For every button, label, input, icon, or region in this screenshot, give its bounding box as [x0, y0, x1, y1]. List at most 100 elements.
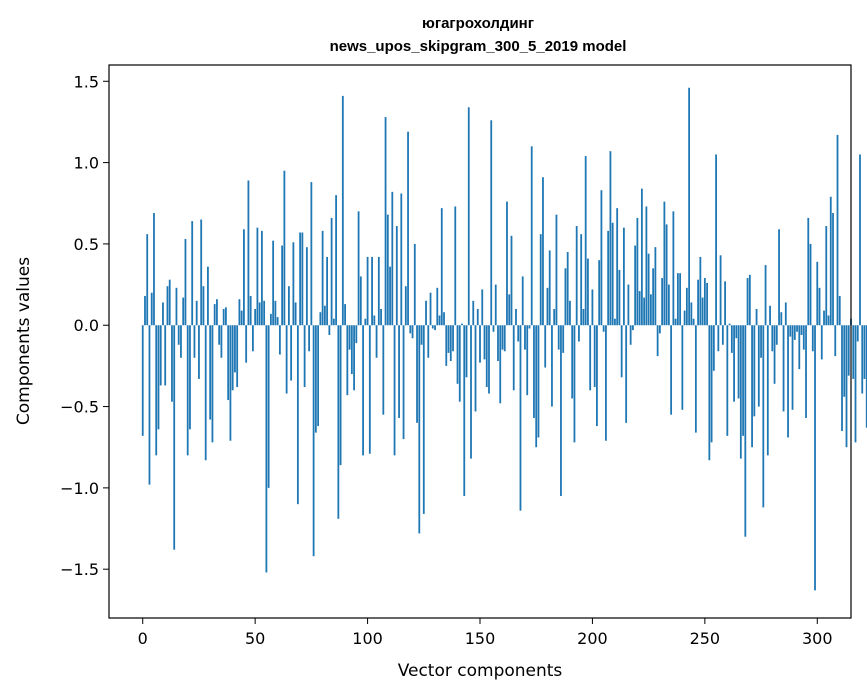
bar-20	[186, 325, 189, 456]
bar-154	[488, 325, 490, 394]
bar-293	[800, 325, 803, 335]
bar-70	[299, 232, 302, 326]
bar-29	[207, 266, 209, 326]
bar-106	[380, 308, 382, 326]
bar-177	[539, 234, 542, 326]
bar-272	[753, 325, 756, 417]
bar-174	[533, 325, 535, 418]
bars-group	[141, 87, 867, 591]
bar-79	[319, 312, 322, 326]
bar-165	[512, 325, 515, 391]
bar-204	[600, 190, 603, 326]
bar-52	[258, 302, 261, 326]
bar-245	[692, 318, 695, 326]
bar-256	[717, 325, 720, 352]
bar-243	[688, 87, 691, 326]
bar-253	[710, 325, 713, 443]
bar-166	[515, 308, 517, 326]
y-tick-label: 1.5	[74, 72, 99, 91]
bar-247	[697, 279, 699, 326]
bar-58	[272, 240, 275, 326]
bar-8	[159, 325, 162, 386]
bar-37	[225, 307, 227, 326]
bar-213	[620, 325, 623, 378]
bar-255	[715, 154, 717, 326]
bar-137	[449, 325, 452, 362]
bar-108	[384, 117, 387, 326]
bar-39	[229, 325, 232, 441]
bar-183	[553, 308, 556, 326]
bar-105	[377, 256, 380, 326]
bar-222	[640, 188, 643, 326]
bar-227	[652, 268, 655, 326]
bar-138	[452, 325, 454, 352]
bar-190	[569, 300, 571, 326]
bar-104	[375, 325, 378, 358]
bar-287	[787, 325, 789, 438]
bar-218	[632, 325, 634, 331]
bar-192	[573, 325, 576, 443]
bar-114	[398, 325, 400, 418]
bar-74	[308, 325, 311, 352]
bar-289	[791, 325, 794, 410]
bar-99	[364, 318, 367, 326]
bar-3	[148, 325, 151, 485]
y-axis-ticks: −1.5 −1.0 −0.5 0.0 0.5 1.0 1.5	[60, 72, 109, 579]
bar-181	[548, 250, 551, 326]
bar-35	[220, 325, 223, 358]
bar-33	[216, 299, 218, 326]
bar-23	[193, 325, 196, 358]
bar-87	[337, 325, 340, 519]
bar-83	[328, 325, 331, 335]
bar-248	[699, 256, 702, 326]
bar-249	[701, 297, 704, 326]
bar-294	[802, 325, 805, 350]
x-tick-label: 100	[352, 629, 383, 648]
bar-242	[685, 287, 688, 326]
bar-252	[708, 325, 711, 461]
bar-292	[798, 325, 801, 370]
bar-308	[834, 325, 837, 357]
bar-17	[180, 325, 182, 358]
bar-246	[694, 325, 697, 433]
bar-215	[625, 325, 628, 423]
bar-113	[395, 226, 398, 326]
bar-11	[166, 286, 169, 326]
bar-111	[391, 191, 394, 326]
bar-81	[323, 305, 326, 326]
bar-240	[681, 325, 684, 410]
bar-297	[809, 243, 812, 326]
bar-271	[751, 325, 753, 448]
bar-57	[269, 313, 272, 326]
bar-10	[164, 325, 167, 386]
bar-76	[312, 325, 315, 557]
bar-148	[474, 325, 477, 412]
bar-274	[757, 325, 760, 407]
bar-78	[317, 325, 320, 427]
bar-48	[249, 295, 252, 326]
bar-296	[807, 217, 810, 326]
bar-95	[355, 325, 358, 344]
bar-200	[591, 289, 594, 326]
bar-158	[497, 325, 499, 362]
bar-228	[654, 247, 657, 326]
bar-211	[616, 208, 619, 326]
bar-299	[814, 325, 816, 591]
bar-153	[485, 325, 488, 388]
bar-109	[386, 214, 389, 326]
bar-322	[865, 325, 867, 428]
bar-295	[805, 325, 807, 418]
bar-15	[175, 287, 178, 326]
bar-207	[607, 230, 610, 326]
bar-152	[483, 325, 486, 360]
bar-7	[157, 325, 160, 430]
bar-144	[465, 325, 468, 378]
bar-188	[564, 268, 567, 326]
bar-142	[461, 323, 463, 326]
bar-121	[413, 243, 416, 326]
bar-28	[204, 325, 207, 461]
bar-254	[712, 325, 715, 371]
y-tick-label: 1.0	[74, 154, 99, 173]
bar-259	[724, 281, 726, 326]
bar-147	[472, 300, 475, 326]
